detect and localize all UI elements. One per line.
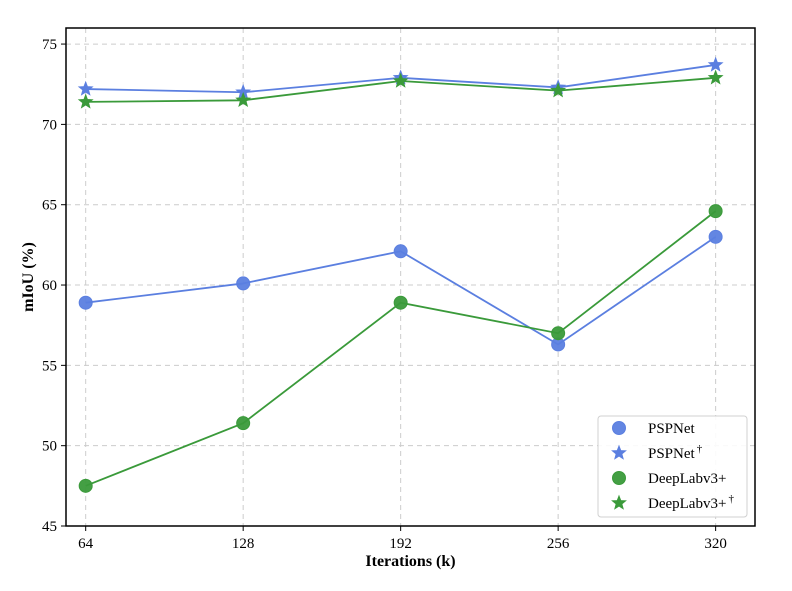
legend-label-text: DeepLabv3+ xyxy=(648,496,726,512)
x-tick-label: 320 xyxy=(704,536,727,552)
legend-label: PSPNet † xyxy=(648,443,703,462)
x-tick-label: 64 xyxy=(78,536,94,552)
legend-label-superscript: † xyxy=(728,493,734,505)
data-point-circle xyxy=(708,229,723,244)
legend-entry: DeepLabv3+ † xyxy=(611,493,734,512)
series-3 xyxy=(78,204,723,493)
data-point-circle xyxy=(393,295,408,310)
y-tick-label: 45 xyxy=(42,519,57,535)
data-point-star xyxy=(707,69,724,85)
data-point-star xyxy=(77,93,94,109)
legend-label: DeepLabv3+ † xyxy=(648,493,734,512)
legend-entry: PSPNet xyxy=(612,421,696,437)
y-axis-title: mIoU (%) xyxy=(20,242,37,312)
legend-marker-circle xyxy=(612,421,626,435)
axis-ticks: 64 128 192 256 320 45 50 55 60 65 70 75 xyxy=(42,37,727,552)
y-tick-label: 50 xyxy=(42,439,57,455)
data-point-circle xyxy=(78,295,93,310)
legend-entry: PSPNet † xyxy=(611,443,703,462)
x-tick-label: 256 xyxy=(547,536,570,552)
data-point-circle xyxy=(393,244,408,259)
y-tick-label: 60 xyxy=(42,278,57,294)
data-point-circle xyxy=(78,478,93,493)
legend-label-text: PSPNet xyxy=(648,421,696,437)
data-point-circle xyxy=(708,204,723,219)
series-1 xyxy=(78,229,723,352)
series-layer xyxy=(77,56,724,493)
x-axis-title: Iterations (k) xyxy=(365,553,455,570)
legend-label: DeepLabv3+ xyxy=(648,471,726,487)
y-tick-label: 55 xyxy=(42,358,57,374)
data-point-star xyxy=(550,82,567,98)
data-point-circle xyxy=(236,416,251,431)
legend-marker-circle xyxy=(612,471,626,485)
legend-box xyxy=(597,415,748,518)
legend-label: PSPNet xyxy=(648,421,696,437)
legend-label-text: DeepLabv3+ xyxy=(648,471,726,487)
legend-marker-star xyxy=(611,444,627,460)
data-point-star xyxy=(707,56,724,72)
plot-area-frame xyxy=(65,27,756,527)
x-tick-label: 128 xyxy=(232,536,255,552)
legend-label-superscript: † xyxy=(697,443,703,455)
data-point-star xyxy=(392,72,409,88)
y-tick-label: 75 xyxy=(42,37,57,53)
data-point-star xyxy=(235,91,252,108)
legend-marker-star xyxy=(611,494,627,510)
data-point-star xyxy=(77,80,94,96)
data-point-circle xyxy=(551,326,566,341)
legend-label-text: PSPNet xyxy=(648,446,696,462)
y-tick-label: 65 xyxy=(42,198,57,214)
y-tick-label: 70 xyxy=(42,117,57,133)
legend-entry: DeepLabv3+ xyxy=(612,471,726,487)
series-4 xyxy=(77,69,724,109)
data-point-circle xyxy=(236,276,251,291)
x-tick-label: 192 xyxy=(389,536,412,552)
